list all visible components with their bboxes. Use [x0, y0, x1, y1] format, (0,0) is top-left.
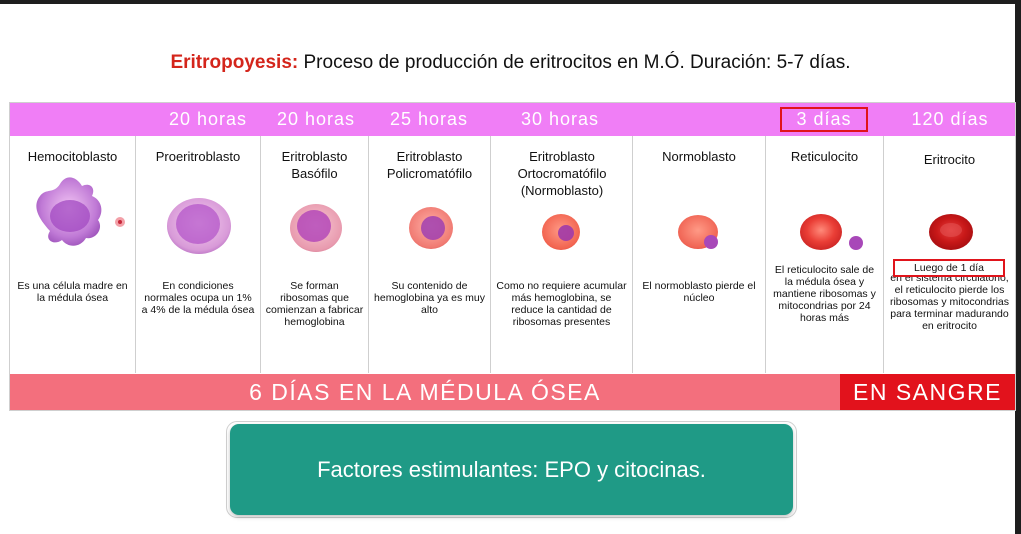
- stage-name: Eritroblasto Policromatófilo: [386, 149, 473, 181]
- stage-eritroblasto-policromatofilo: Eritroblasto Policromatófilo Su contenid…: [369, 136, 491, 373]
- top-frame-bar: [0, 0, 1021, 4]
- callout-box: Luego de 1 día: [893, 259, 1005, 277]
- factors-box-outline: [226, 421, 797, 518]
- stage-proeritroblasto: Proeritroblasto En condiciones normales …: [136, 136, 261, 373]
- hemocitoblasto-cell-icon: [36, 177, 125, 246]
- page-title: Eritropoyesis: Proceso de producción de …: [0, 52, 1021, 74]
- duration-band: 20 horas 20 horas 25 horas 30 horas 3 dí…: [10, 103, 1015, 136]
- erythropoiesis-table: 20 horas 20 horas 25 horas 30 horas 3 dí…: [9, 102, 1016, 411]
- stage-description: El reticulocito sale de la médula ósea y…: [773, 264, 876, 324]
- stage-normoblasto: Normoblasto El normoblasto pierde el núc…: [633, 136, 766, 373]
- title-text: Proceso de producción de eritrocitos en …: [298, 52, 851, 73]
- proeritroblasto-cell-icon: [167, 198, 231, 254]
- stage-description: Es una célula madre en la médula ósea: [17, 280, 128, 304]
- duration-eritroblasto-ortocromatofilo: 30 horas: [520, 109, 600, 129]
- stage-eritroblasto-basofilo: Eritroblasto Basófilo Se forman ribosoma…: [261, 136, 369, 373]
- right-frame-bar: [1015, 0, 1021, 534]
- eritrocito-cell-icon: [929, 214, 973, 250]
- stage-description: Se forman ribosomas que comienzan a fabr…: [265, 280, 364, 328]
- stage-description: El normoblasto pierde el núcleo: [642, 280, 756, 304]
- stage-name: Eritrocito: [923, 152, 976, 167]
- stage-name: Reticulocito: [790, 149, 859, 164]
- stage-name: Normoblasto: [662, 149, 736, 164]
- duration-eritroblasto-policromatofilo: 25 horas: [389, 109, 469, 129]
- eritroblasto-ortocromatofilo-cell-icon: [542, 214, 580, 250]
- normoblasto-cell-icon: [678, 215, 718, 249]
- duration-proeritroblasto: 20 horas: [168, 109, 248, 129]
- stage-name: Proeritroblasto: [155, 149, 241, 164]
- stage-name: Hemocitoblasto: [27, 149, 118, 164]
- eritroblasto-policromatofilo-cell-icon: [409, 207, 453, 249]
- bone-marrow-band: 6 DÍAS EN LA MÉDULA ÓSEA: [10, 374, 840, 410]
- stage-reticulocito: Reticulocito El reticulocito sale de la …: [766, 136, 884, 373]
- stage-eritrocito: Eritrocito en el sistema circulatorio, e…: [884, 136, 1015, 373]
- stage-description: Su contenido de hemoglobina ya es muy al…: [374, 280, 485, 316]
- stage-name: Eritroblasto Basófilo: [281, 149, 348, 181]
- stage-name: Eritroblasto Ortocromatófilo (Normoblast…: [517, 149, 607, 198]
- eritroblasto-basofilo-cell-icon: [290, 204, 342, 252]
- blood-band: EN SANGRE: [840, 374, 1015, 410]
- duration-eritrocito: 120 días: [911, 109, 989, 129]
- stage-description: En condiciones normales ocupa un 1% a 4%…: [141, 280, 255, 316]
- title-term: Eritropoyesis:: [170, 52, 299, 73]
- stage-eritroblasto-ortocromatofilo: Eritroblasto Ortocromatófilo (Normoblast…: [491, 136, 633, 373]
- stage-hemocitoblasto: Hemocitoblasto Es una célula madre en la…: [10, 136, 136, 373]
- duration-eritroblasto-basofilo: 20 horas: [276, 109, 356, 129]
- stage-description: Como no requiere acumular más hemoglobin…: [496, 280, 627, 328]
- duration-reticulocito: 3 días: [780, 107, 868, 132]
- factors-box: Factores estimulantes: EPO y citocinas.: [230, 424, 793, 515]
- stage-description: en el sistema circulatorio, el reticuloc…: [889, 272, 1010, 332]
- reticulocito-cell-icon: [800, 214, 863, 250]
- duration-hemocitoblasto: [10, 107, 135, 132]
- duration-normoblasto: [638, 107, 766, 132]
